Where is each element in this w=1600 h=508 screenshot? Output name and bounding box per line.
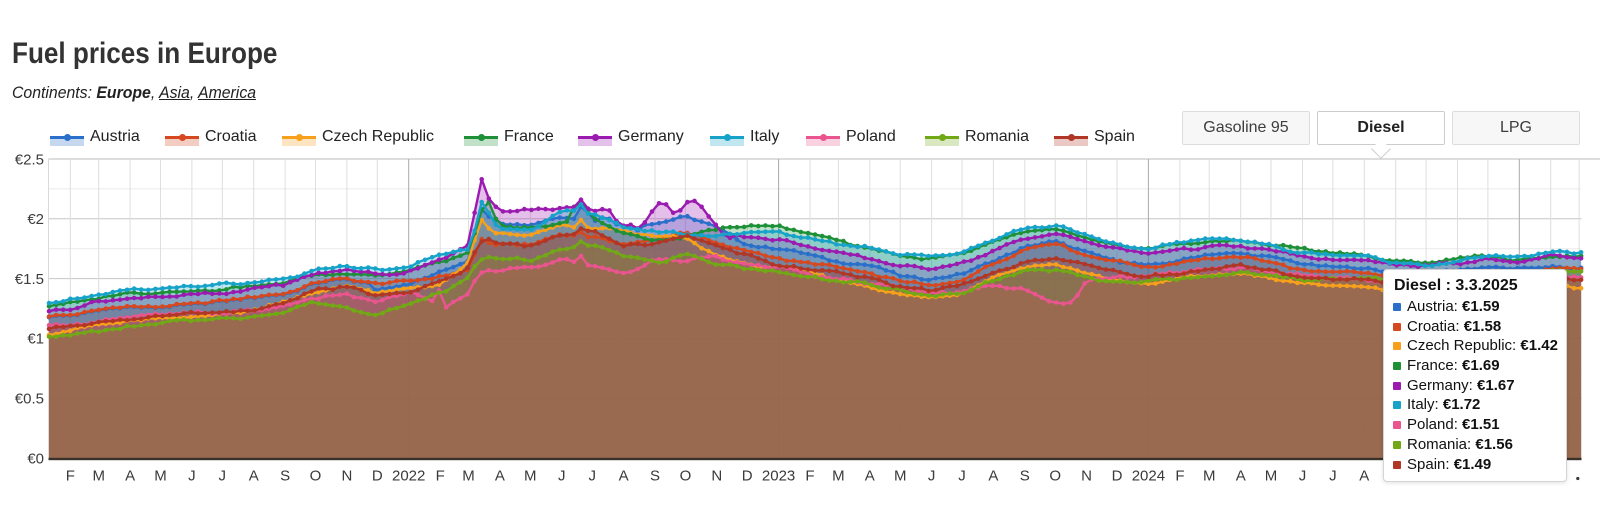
svg-text:M: M bbox=[1203, 468, 1216, 485]
svg-text:A: A bbox=[1359, 468, 1369, 485]
svg-text:A: A bbox=[619, 468, 629, 485]
svg-text:F: F bbox=[436, 468, 445, 485]
svg-text:S: S bbox=[1020, 468, 1030, 485]
svg-text:J: J bbox=[588, 468, 596, 485]
svg-text:€0.5: €0.5 bbox=[15, 391, 44, 408]
svg-text:S: S bbox=[280, 468, 290, 485]
svg-text:F: F bbox=[1175, 468, 1184, 485]
svg-text:2022: 2022 bbox=[392, 468, 425, 485]
svg-text:M: M bbox=[832, 468, 845, 485]
svg-text:M: M bbox=[462, 468, 475, 485]
svg-text:M: M bbox=[1265, 468, 1278, 485]
svg-text:D: D bbox=[742, 468, 753, 485]
svg-text:2023: 2023 bbox=[762, 468, 795, 485]
svg-text:€1.5: €1.5 bbox=[15, 271, 44, 288]
svg-text:M: M bbox=[524, 468, 537, 485]
svg-text:€1: €1 bbox=[27, 331, 44, 348]
svg-text:A: A bbox=[249, 468, 259, 485]
svg-text:J: J bbox=[188, 468, 196, 485]
svg-text:D: D bbox=[372, 468, 383, 485]
svg-text:F: F bbox=[66, 468, 75, 485]
svg-text:€2.5: €2.5 bbox=[15, 151, 44, 168]
svg-text:A: A bbox=[1236, 468, 1246, 485]
svg-text:2024: 2024 bbox=[1132, 468, 1165, 485]
svg-text:N: N bbox=[711, 468, 722, 485]
svg-text:S: S bbox=[650, 468, 660, 485]
svg-text:J: J bbox=[1329, 468, 1337, 485]
svg-text:J: J bbox=[1299, 468, 1307, 485]
svg-text:J: J bbox=[558, 468, 566, 485]
svg-text:O: O bbox=[310, 468, 322, 485]
svg-text:O: O bbox=[1049, 468, 1061, 485]
svg-text:J: J bbox=[958, 468, 966, 485]
svg-text:A: A bbox=[865, 468, 875, 485]
svg-text:J: J bbox=[928, 468, 936, 485]
svg-text:F: F bbox=[805, 468, 814, 485]
svg-text:J: J bbox=[219, 468, 227, 485]
svg-text:D: D bbox=[1112, 468, 1123, 485]
svg-text:M: M bbox=[92, 468, 105, 485]
svg-text:A: A bbox=[495, 468, 505, 485]
svg-text:M: M bbox=[894, 468, 907, 485]
svg-text:A: A bbox=[125, 468, 135, 485]
svg-text:A: A bbox=[988, 468, 998, 485]
svg-text:O: O bbox=[680, 468, 692, 485]
svg-text:N: N bbox=[341, 468, 352, 485]
svg-text:N: N bbox=[1081, 468, 1092, 485]
svg-text:€0: €0 bbox=[27, 450, 44, 467]
svg-text:€2: €2 bbox=[27, 211, 44, 228]
svg-text:M: M bbox=[154, 468, 167, 485]
